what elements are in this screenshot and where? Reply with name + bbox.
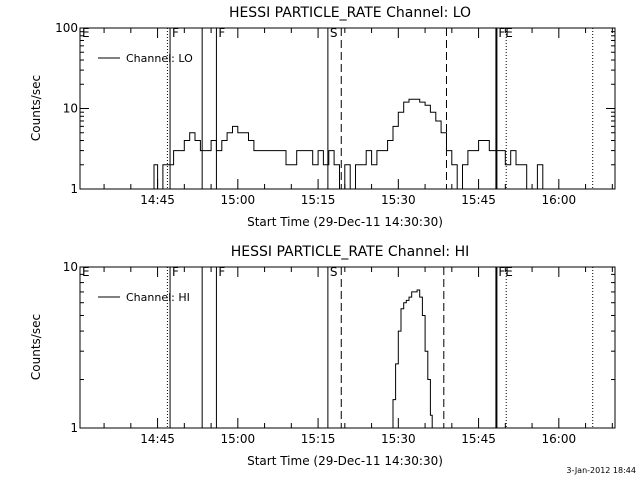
x-tick-label: 16:00 [542, 432, 577, 446]
time-marker-label: F [172, 26, 179, 40]
x-tick-label: 16:00 [542, 193, 577, 207]
chart-hi: HESSI PARTICLE_RATE Channel: HI Start Ti… [29, 244, 616, 468]
time-marker-label: F [218, 26, 225, 40]
chart-lo-ylabel: Counts/sec [29, 75, 43, 141]
series-line [152, 98, 544, 190]
time-marker-label: F [218, 265, 225, 279]
y-tick-label: 10 [63, 102, 78, 116]
x-tick-label: 15:45 [461, 432, 496, 446]
time-marker-label: S [330, 265, 338, 279]
time-marker-label: E [82, 26, 90, 40]
time-marker-label: S [330, 26, 338, 40]
footer-timestamp: 3-Jan-2012 18:44 [566, 466, 636, 475]
y-tick-label: 100 [55, 21, 78, 35]
legend-entry: Channel: LO [126, 52, 193, 65]
chart-lo: HESSI PARTICLE_RATE Channel: LO Start Ti… [29, 5, 616, 229]
y-tick-label: 1 [70, 421, 78, 435]
time-marker-label: E [82, 265, 90, 279]
x-tick-label: 14:45 [140, 432, 175, 446]
x-tick-label: 14:45 [140, 193, 175, 207]
time-marker-label: F [172, 265, 179, 279]
chart-hi-xlabel: Start Time (29-Dec-11 14:30:30) [247, 454, 443, 468]
chart-hi-title: HESSI PARTICLE_RATE Channel: HI [231, 244, 469, 260]
time-marker-label: FE [498, 265, 512, 279]
x-tick-label: 15:15 [301, 193, 336, 207]
x-tick-label: 15:30 [381, 193, 416, 207]
chart-hi-frame [79, 266, 616, 429]
y-tick-label: 10 [63, 260, 78, 274]
chart-lo-xlabel: Start Time (29-Dec-11 14:30:30) [247, 215, 443, 229]
chart-lo-plot-layer: 1 10 100 14:45 15:00 15:15 15:30 15:45 16:00 E F F S… [55, 21, 616, 207]
chart-hi-ylabel: Counts/sec [29, 314, 43, 380]
y-tick-label: 1 [70, 182, 78, 196]
x-tick-label: 15:15 [301, 432, 336, 446]
x-tick-label: 15:30 [381, 432, 416, 446]
series-line [391, 289, 433, 429]
x-tick-label: 15:45 [461, 193, 496, 207]
legend-entry: Channel: HI [126, 291, 190, 304]
x-tick-label: 15:00 [221, 193, 256, 207]
time-marker-label: FE [498, 26, 512, 40]
chart-lo-title: HESSI PARTICLE_RATE Channel: LO [229, 5, 471, 21]
x-tick-label: 15:00 [221, 432, 256, 446]
chart-hi-plot-layer: 1 10 14:45 15:00 15:15 15:30 15:45 16:00 E F F S FE C… [63, 260, 616, 446]
